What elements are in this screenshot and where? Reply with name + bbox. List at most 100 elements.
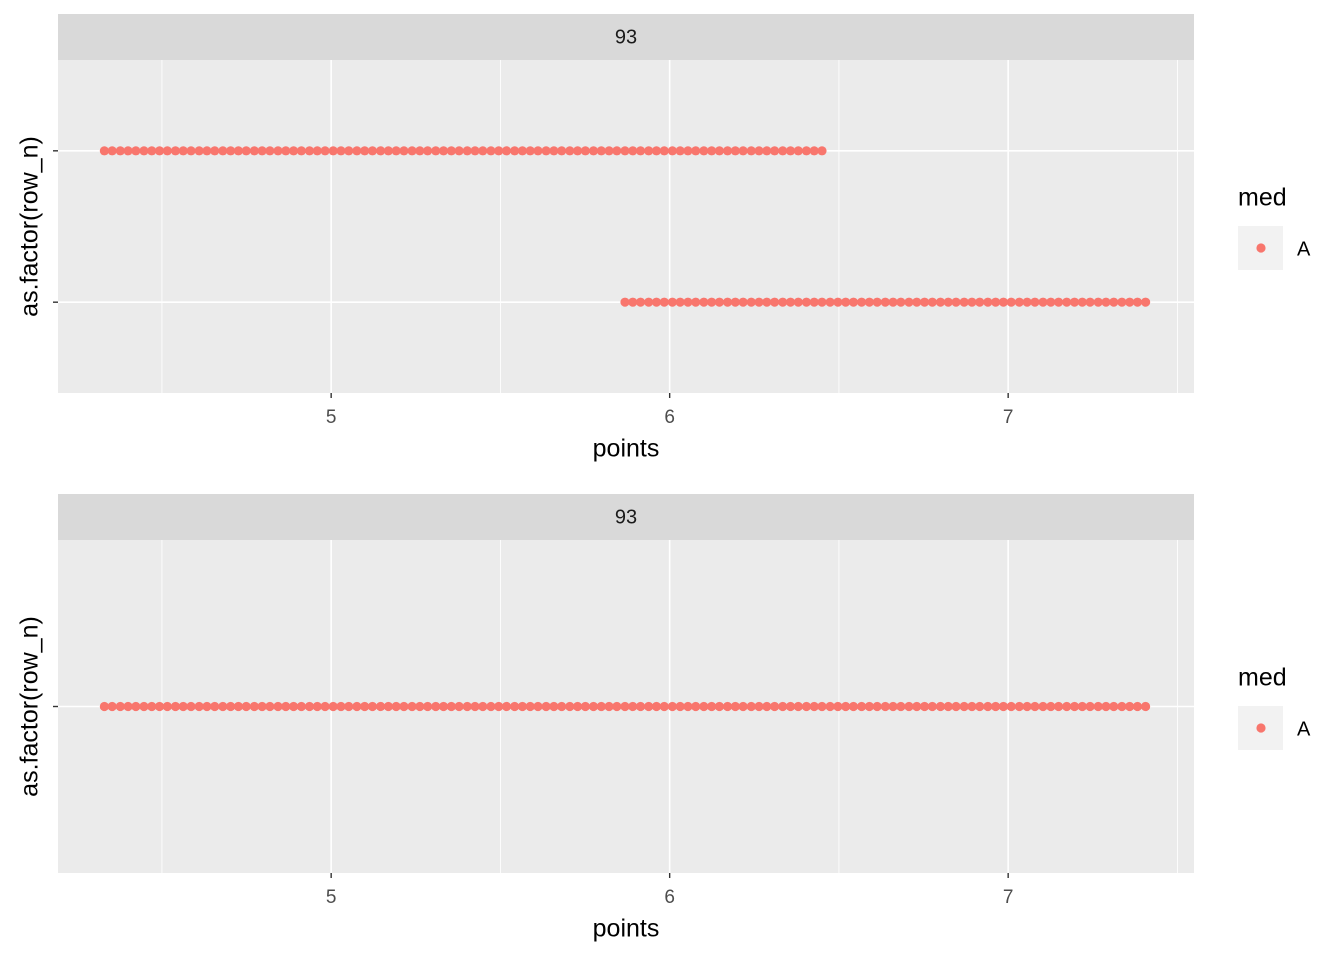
point <box>856 701 867 712</box>
point <box>580 146 590 156</box>
point <box>825 701 835 712</box>
point <box>872 701 882 712</box>
point <box>714 146 725 156</box>
point <box>1077 701 1087 712</box>
point <box>1140 297 1151 307</box>
point <box>730 297 740 307</box>
point <box>746 701 756 712</box>
point <box>1117 701 1127 712</box>
point <box>841 297 851 307</box>
point <box>218 146 228 156</box>
point <box>880 297 890 307</box>
point <box>517 146 528 156</box>
point <box>549 701 559 712</box>
point <box>675 146 685 156</box>
point <box>446 701 456 712</box>
point <box>383 701 393 712</box>
point <box>478 701 488 712</box>
legend-label: A <box>1297 718 1311 740</box>
point <box>454 146 464 156</box>
point <box>714 701 725 712</box>
point <box>541 146 551 156</box>
point <box>628 297 638 307</box>
y-axis-title: as.factor(row_n) <box>16 616 44 797</box>
point <box>486 146 496 156</box>
point <box>620 146 630 156</box>
point <box>486 701 496 712</box>
point <box>817 297 827 307</box>
point <box>778 146 788 156</box>
point <box>1030 701 1040 712</box>
point <box>983 297 993 307</box>
point <box>951 297 961 307</box>
point <box>856 297 867 307</box>
point <box>446 146 456 156</box>
point <box>628 701 638 712</box>
point <box>991 297 1001 307</box>
point <box>170 701 181 712</box>
point <box>1006 297 1016 307</box>
x-tick-label: 7 <box>1003 887 1014 908</box>
point <box>1132 297 1143 307</box>
point <box>738 297 748 307</box>
point <box>360 701 370 712</box>
point <box>896 297 906 307</box>
point <box>746 146 756 156</box>
point <box>730 701 740 712</box>
point <box>809 146 819 156</box>
point <box>407 701 417 712</box>
point <box>549 146 559 156</box>
point <box>202 146 212 156</box>
point <box>620 297 630 307</box>
point <box>707 297 717 307</box>
point <box>864 701 874 712</box>
point <box>525 146 535 156</box>
point <box>241 701 251 712</box>
point <box>352 146 362 156</box>
point <box>1038 297 1048 307</box>
x-axis-title: points <box>593 435 660 463</box>
point <box>588 701 599 712</box>
point <box>241 146 251 156</box>
point <box>935 701 946 712</box>
point <box>541 701 551 712</box>
x-axis-title: points <box>593 915 660 943</box>
point <box>194 701 204 712</box>
point <box>218 701 228 712</box>
point <box>888 297 898 307</box>
point <box>265 701 275 712</box>
point <box>115 146 125 156</box>
point <box>510 146 520 156</box>
point <box>1014 297 1024 307</box>
point <box>360 146 370 156</box>
point <box>1022 701 1032 712</box>
point <box>825 297 835 307</box>
point <box>675 297 685 307</box>
point <box>691 297 701 307</box>
point <box>1109 701 1119 712</box>
point <box>288 146 299 156</box>
point <box>778 701 788 712</box>
point <box>809 701 819 712</box>
point <box>809 297 819 307</box>
point <box>178 701 188 712</box>
point <box>115 701 125 712</box>
point <box>257 701 267 712</box>
point <box>557 701 567 712</box>
point <box>565 146 575 156</box>
point <box>722 297 733 307</box>
point <box>644 146 654 156</box>
point <box>833 297 843 307</box>
point <box>470 701 480 712</box>
point <box>1054 297 1064 307</box>
point <box>667 146 677 156</box>
point <box>943 701 953 712</box>
point <box>170 146 181 156</box>
point <box>186 146 196 156</box>
point <box>596 701 606 712</box>
point <box>817 701 827 712</box>
point <box>833 701 843 712</box>
point <box>730 146 740 156</box>
point <box>651 297 662 307</box>
point <box>162 146 172 156</box>
